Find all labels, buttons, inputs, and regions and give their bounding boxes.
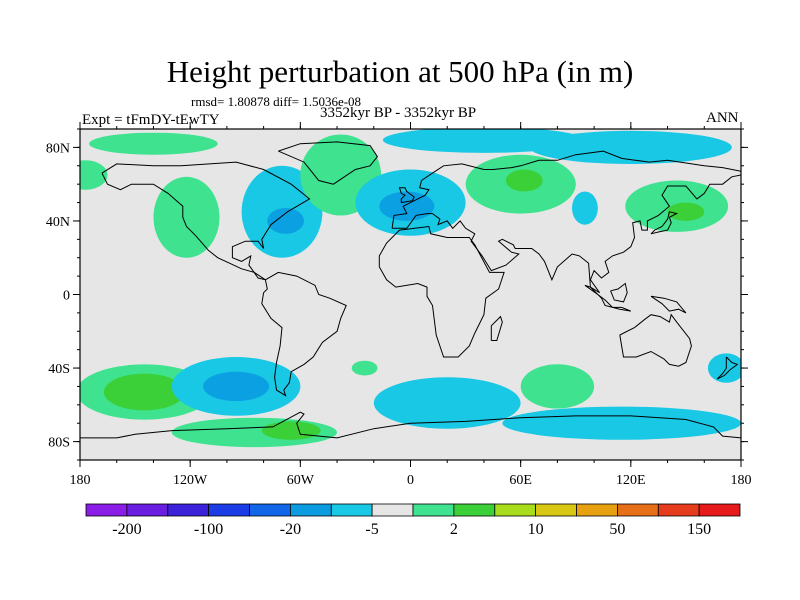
lat-tick-label: 40N xyxy=(46,215,70,230)
colorbar-label: 150 xyxy=(687,521,711,538)
colorbar-swatch xyxy=(657,503,700,517)
colorbar-label: 2 xyxy=(450,521,458,538)
coastline-new-zealand xyxy=(716,356,739,380)
anomaly-region-north-atlantic-core xyxy=(379,191,435,221)
colorbar-swatch xyxy=(126,503,169,517)
lat-tick-label: 80S xyxy=(48,436,70,451)
coastline-greenland xyxy=(278,141,379,185)
lon-tick-label: 0 xyxy=(407,473,414,488)
lon-tick-label: 180 xyxy=(731,473,752,488)
colorbar-swatch xyxy=(535,503,577,517)
colorbar-swatch xyxy=(576,503,618,517)
colorbar-label: -100 xyxy=(194,521,223,538)
coastline-madagascar xyxy=(490,315,503,341)
coastline-layer xyxy=(80,141,741,439)
anomaly-region-australia-south xyxy=(707,353,741,383)
lon-tick-label: 60W xyxy=(287,473,315,488)
season-label: ANN xyxy=(706,110,739,126)
coastline-new-guinea xyxy=(650,295,687,314)
coastline-japan xyxy=(650,211,679,235)
coastline-europe-asia xyxy=(391,150,741,294)
coastline-antarctica xyxy=(80,411,741,439)
colorbar-swatch xyxy=(494,503,537,517)
anomaly-region-asia-core xyxy=(505,169,543,192)
experiment-label: Expt = tFmDY-tEwTY xyxy=(82,112,220,128)
lat-tick-label: 40S xyxy=(48,362,70,377)
anomaly-region-antarctic-peninsula xyxy=(261,421,321,440)
coastline-indonesia xyxy=(584,284,631,312)
lon-tick-label: 60E xyxy=(509,473,532,488)
colorbar-label: -5 xyxy=(365,521,378,538)
coastline-uk xyxy=(398,187,415,204)
anomaly-region-alaska xyxy=(80,160,108,190)
anomaly-region-southern-ocean-indian xyxy=(520,364,595,409)
lon-tick-label: 120W xyxy=(173,473,208,488)
colorbar-swatch xyxy=(289,503,332,517)
colorbar-swatch xyxy=(412,503,455,517)
colorbar-label: -200 xyxy=(112,521,141,538)
anomaly-region-south-pacific-core xyxy=(203,371,270,402)
anomaly-region-siberia-arctic xyxy=(529,130,732,164)
lon-tick-label: 180 xyxy=(70,473,91,488)
colorbar-swatch xyxy=(167,503,210,517)
colorbar-swatch xyxy=(453,503,496,517)
colorbar-swatch xyxy=(330,503,373,517)
anomaly-region-northwest-pacific-core xyxy=(667,202,705,221)
anomaly-region-south-pacific-west-core xyxy=(103,373,185,411)
anomaly-region-arctic-north-pacific xyxy=(89,132,218,155)
lon-tick-label: 120E xyxy=(616,473,646,488)
anomaly-region-southern-ocean-east xyxy=(502,406,741,440)
colorbar-swatch xyxy=(698,503,741,517)
colorbar-swatch xyxy=(249,503,291,517)
anomaly-region-south-atlantic-small xyxy=(351,360,378,376)
colorbar-swatch xyxy=(371,503,414,517)
colorbar-swatch xyxy=(208,503,250,517)
colorbar-swatch xyxy=(85,503,128,517)
coastline-borneo xyxy=(610,282,628,303)
coastline-australia xyxy=(619,313,692,367)
anomaly-region-northeast-pacific xyxy=(153,176,220,258)
lat-tick-label: 80N xyxy=(46,141,70,156)
stats-text: rmsd= 1.80878 diff= 1.5036e-08 xyxy=(191,94,362,109)
lat-tick-label: 0 xyxy=(63,289,70,304)
colorbar-swatch xyxy=(617,503,659,517)
coastline-africa xyxy=(378,225,505,358)
coastline-north-america xyxy=(101,161,311,281)
colorbar-label: -20 xyxy=(280,521,301,538)
anomaly-region-southern-ocean-atlantic xyxy=(373,377,521,429)
colorbar-label: 10 xyxy=(528,521,544,538)
colorbar-label: 50 xyxy=(609,521,625,538)
anomaly-region-north-america-core xyxy=(267,208,304,234)
anomaly-region-east-asia xyxy=(572,191,598,225)
period-label: 3352kyr BP - 3352kyr BP xyxy=(320,105,477,121)
map-title: Height perturbation at 500 hPa (in m) xyxy=(166,54,634,89)
coastline-south-america xyxy=(261,271,347,397)
